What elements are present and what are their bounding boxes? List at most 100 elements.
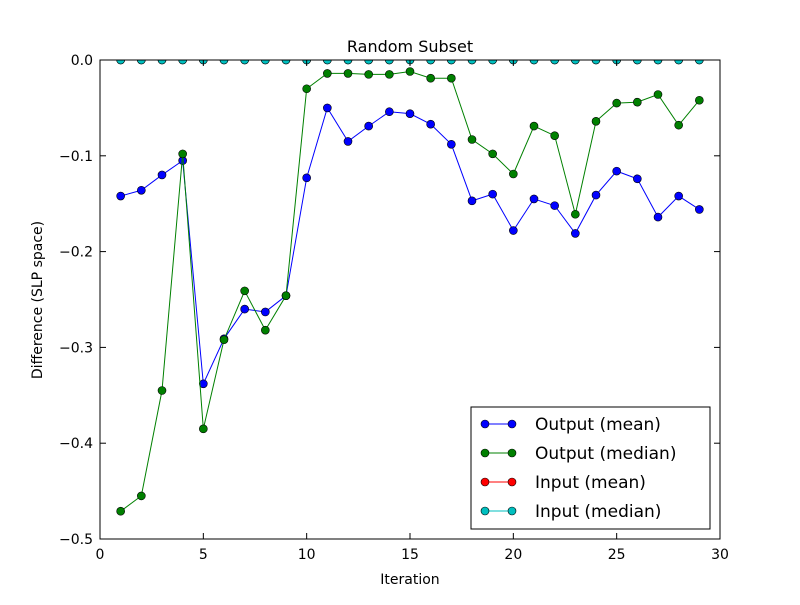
data-point-output-median: [695, 95, 704, 105]
data-point-output-mean: [633, 174, 642, 184]
data-point-input-median: [137, 60, 146, 65]
legend-marker: [480, 419, 490, 429]
x-tick-label: 25: [608, 547, 626, 563]
chart-title: Random Subset: [347, 37, 473, 56]
data-point-input-median: [695, 60, 704, 65]
data-point-output-median: [571, 209, 580, 219]
data-point-output-median: [653, 90, 663, 99]
data-point-input-median: [529, 60, 539, 65]
legend-label: Input (median): [535, 502, 661, 522]
data-point-input-median: [178, 60, 187, 65]
data-point-output-median: [405, 67, 415, 76]
data-point-output-median: [364, 70, 373, 79]
data-point-output-mean: [199, 379, 208, 389]
series-output-median: [116, 67, 704, 516]
data-point-output-median: [633, 97, 642, 107]
data-point-output-median: [550, 131, 559, 140]
x-tick-label: 10: [298, 547, 316, 563]
x-tick-label: 5: [199, 547, 208, 563]
data-point-input-median: [261, 60, 270, 65]
data-point-output-mean: [137, 185, 146, 195]
data-point-output-mean: [385, 107, 394, 117]
data-point-input-median: [633, 60, 642, 65]
data-point-output-mean: [695, 205, 704, 214]
data-point-output-mean: [571, 229, 580, 238]
data-point-input-median: [571, 60, 580, 65]
data-point-output-mean: [116, 191, 125, 201]
legend: Output (mean) Output (median) Input (mean)…: [470, 406, 711, 530]
legend-label: Input (mean): [535, 473, 646, 493]
data-point-input-median: [281, 60, 291, 65]
data-point-input-median: [447, 60, 456, 65]
data-point-output-mean: [447, 140, 456, 149]
data-point-output-median: [529, 121, 539, 131]
y-tick-label: −0.2: [59, 245, 93, 261]
data-point-input-median: [240, 60, 249, 65]
data-point-input-median: [653, 60, 663, 65]
axes-layer: 0 5 10 15 20 25 30 0.0 −0.1 −0.2 −0.3 −0.4 −0.5: [59, 53, 729, 563]
data-point-output-mean: [302, 173, 311, 183]
data-point-output-median: [674, 120, 683, 130]
y-tick-label: −0.5: [59, 532, 93, 548]
data-point-output-mean: [591, 190, 601, 200]
data-point-output-median: [612, 98, 621, 108]
data-point-output-mean: [343, 137, 353, 146]
data-point-output-mean: [426, 119, 435, 129]
data-point-output-mean: [240, 304, 249, 314]
data-point-input-median: [385, 60, 394, 65]
data-point-output-mean: [529, 194, 539, 204]
data-point-input-median: [116, 60, 125, 65]
legend-marker: [507, 419, 517, 429]
data-point-input-median: [343, 60, 353, 65]
data-point-output-median: [116, 506, 125, 516]
data-point-output-mean: [653, 212, 663, 222]
data-point-output-median: [591, 117, 601, 126]
x-tick-label: 30: [711, 547, 729, 563]
data-point-output-median: [447, 73, 456, 83]
data-point-output-median: [199, 424, 208, 434]
data-point-output-median: [219, 335, 229, 345]
data-point-output-median: [261, 325, 270, 335]
data-point-output-median: [467, 135, 477, 144]
data-point-output-mean: [405, 109, 415, 118]
data-point-output-mean: [488, 189, 497, 199]
data-point-output-mean: [364, 121, 373, 131]
data-point-output-median: [488, 149, 497, 159]
legend-marker: [480, 477, 490, 487]
data-point-output-median: [178, 149, 187, 159]
y-tick-label: −0.1: [59, 149, 93, 165]
data-point-input-median: [550, 60, 559, 65]
legend-marker: [507, 506, 517, 516]
y-axis-label: Difference (SLP space): [30, 221, 46, 379]
data-point-output-mean: [674, 191, 683, 201]
data-point-output-median: [137, 491, 146, 501]
data-point-output-median: [302, 84, 311, 94]
data-point-output-median: [343, 69, 353, 78]
data-point-output-mean: [157, 170, 167, 180]
data-point-output-mean: [612, 166, 621, 176]
x-tick-label: 0: [96, 547, 105, 563]
data-point-output-median: [281, 291, 291, 300]
data-point-output-median: [426, 73, 435, 83]
data-point-input-median: [467, 60, 477, 65]
legend-entry-output-mean: Output (mean): [480, 415, 661, 435]
legend-marker: [480, 448, 490, 458]
x-tick-label: 20: [504, 547, 522, 563]
data-point-input-median: [426, 60, 435, 65]
data-point-output-mean: [467, 196, 477, 206]
data-point-output-median: [385, 70, 394, 79]
data-point-output-mean: [550, 201, 559, 210]
y-tick-label: −0.4: [59, 436, 93, 452]
legend-entry-input-median: Input (median): [480, 502, 661, 522]
data-point-output-median: [509, 169, 518, 179]
legend-marker: [480, 506, 490, 516]
data-point-input-median: [157, 60, 167, 65]
legend-marker: [507, 477, 517, 487]
legend-marker: [507, 448, 517, 458]
data-point-output-median: [157, 386, 167, 395]
data-point-input-median: [219, 60, 229, 65]
data-point-output-mean: [509, 226, 518, 235]
legend-entry-output-median: Output (median): [480, 444, 676, 464]
